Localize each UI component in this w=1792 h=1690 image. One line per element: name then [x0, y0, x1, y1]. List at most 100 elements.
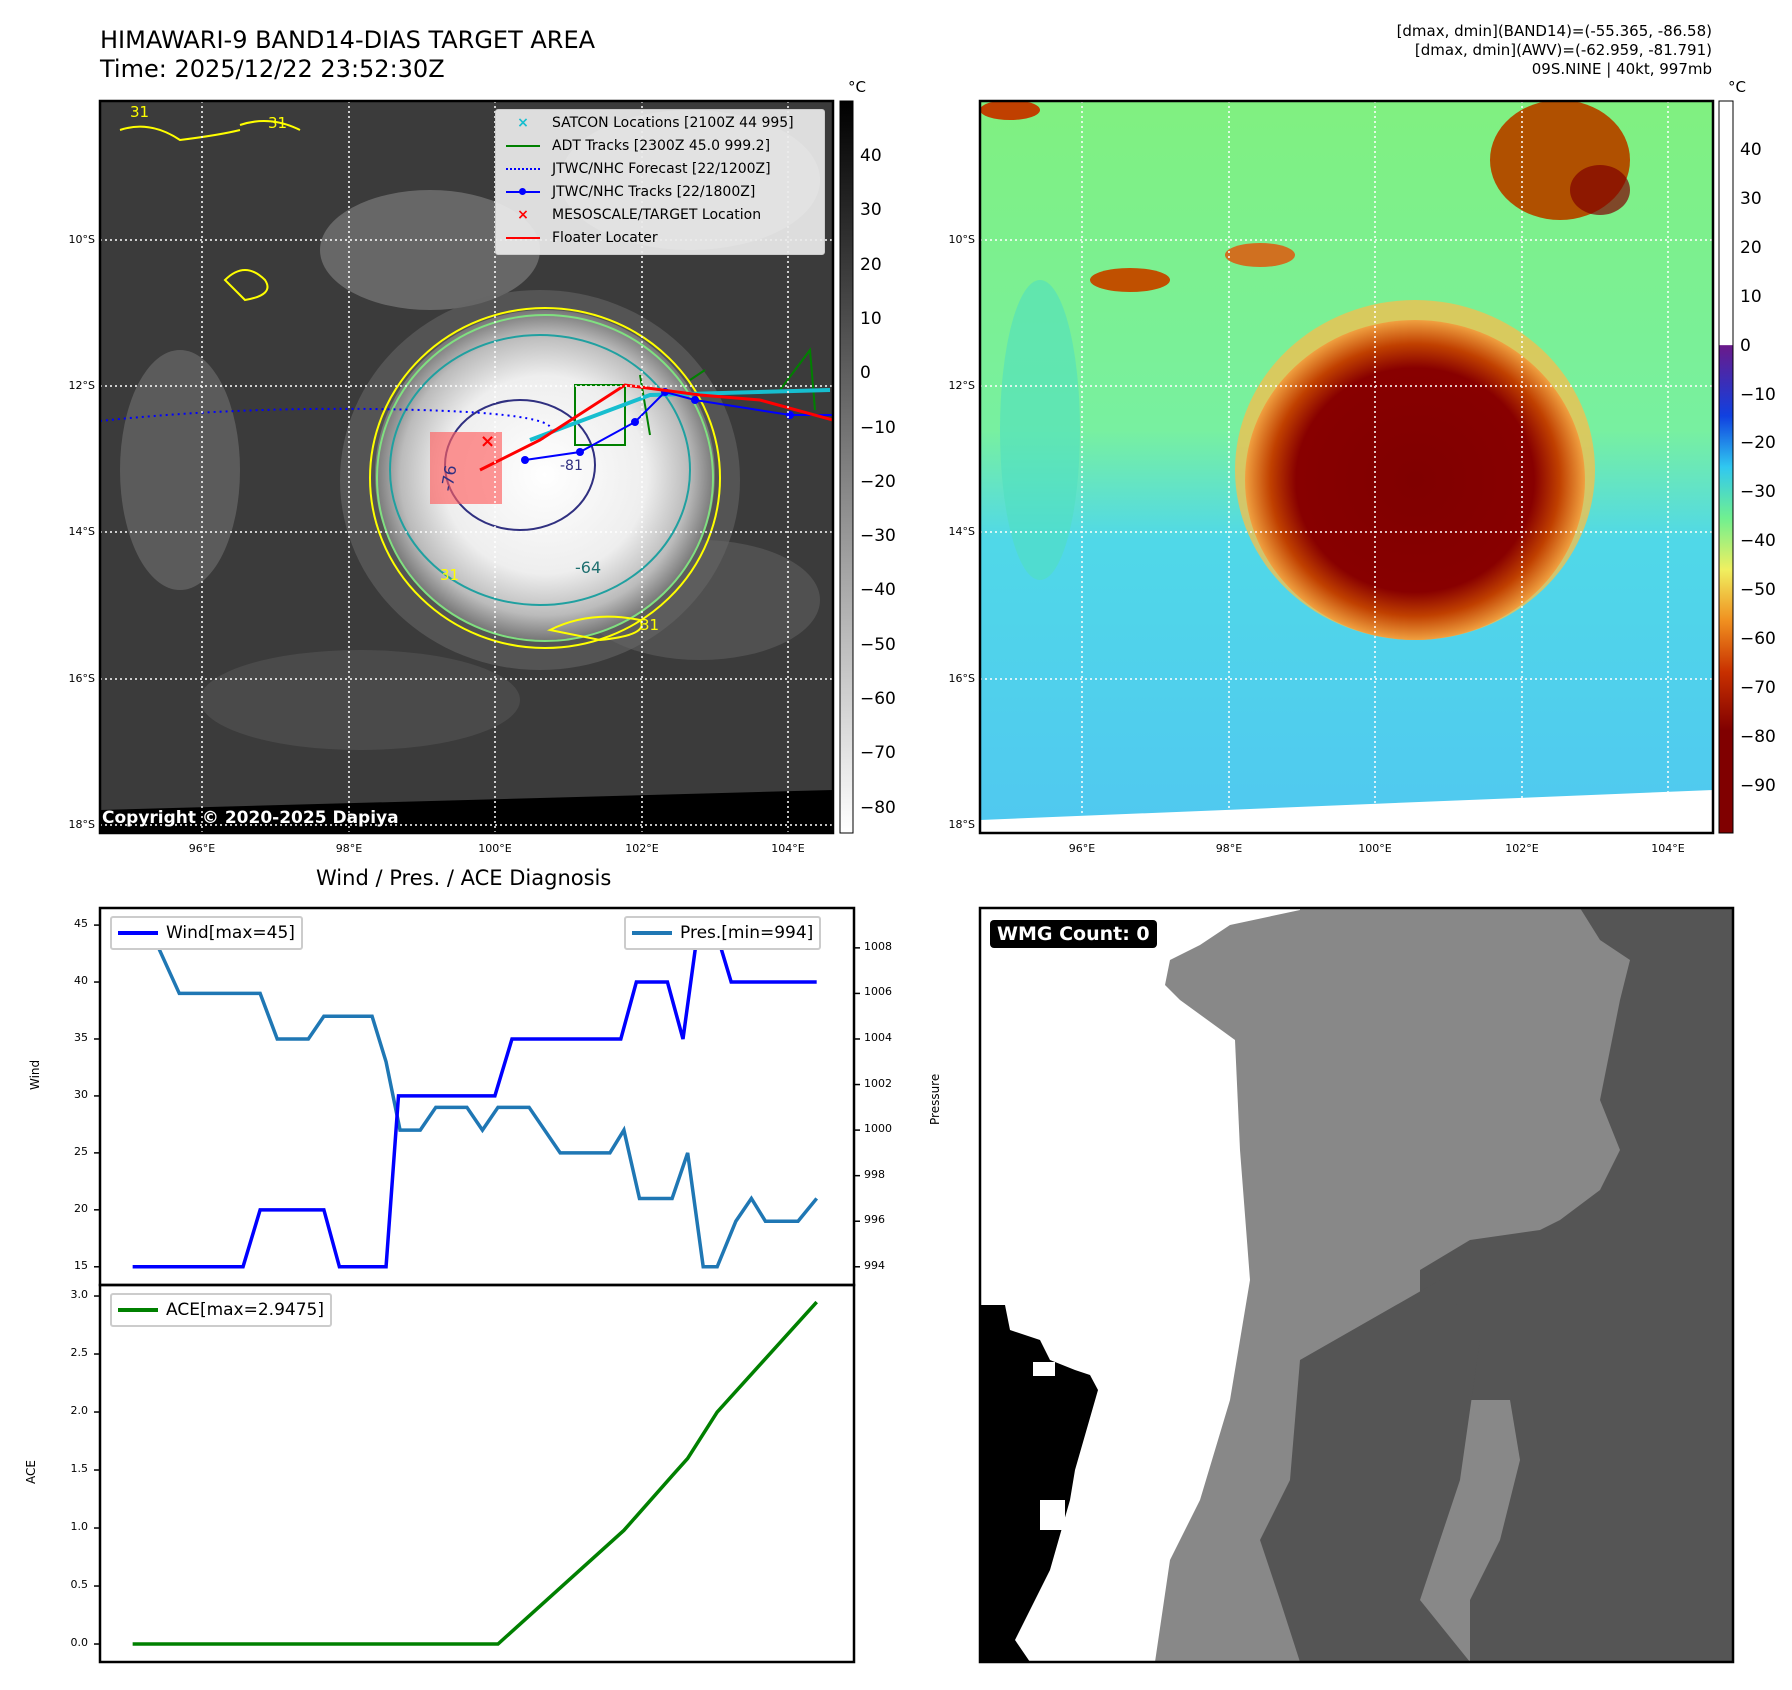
y-tick-label: 2.5: [70, 1346, 89, 1360]
dotted-line-icon: [502, 167, 544, 170]
lat-label: 16°S: [948, 672, 975, 685]
colorbar-tick: −20: [860, 471, 896, 492]
y2-tick-label: 1008: [864, 939, 892, 953]
band14-range: [dmax, dmin](BAND14)=(-55.365, -86.58): [1396, 22, 1712, 40]
satcon-track: [529, 388, 831, 442]
y-tick-label: 3.0: [70, 1288, 89, 1302]
wmg-panel: [980, 908, 1733, 1662]
y-tick-label: 25: [74, 1144, 88, 1158]
left-colorbar-unit: °C: [848, 78, 866, 96]
y2-tick-label: 996: [864, 1213, 885, 1227]
y-tick-label: 35: [74, 1030, 88, 1044]
series-line-ace: [132, 1300, 818, 1646]
y-tick-label: 1.5: [70, 1462, 89, 1476]
forecast-track: [100, 407, 553, 441]
y-tick-label: 0.0: [70, 1636, 89, 1650]
colorbar-tick: −80: [1740, 726, 1776, 747]
y-tick-label: 40: [74, 974, 88, 988]
legend-label: JTWC/NHC Forecast [22/1200Z]: [552, 160, 771, 177]
title-line-1: HIMAWARI-9 BAND14-DIAS TARGET AREA: [100, 26, 596, 54]
colorbar-tick: 0: [860, 363, 871, 384]
lon-label: 100°E: [1358, 842, 1392, 855]
pressure-axis-label: Pressure: [928, 1073, 942, 1125]
colorbar-tick: −30: [860, 526, 896, 547]
lat-label: 18°S: [68, 818, 95, 831]
colorbar-tick: −70: [1740, 677, 1776, 698]
lat-label: 14°S: [68, 525, 95, 538]
legend-item-jtwc: JTWC/NHC Tracks [22/1800Z]: [496, 180, 755, 203]
figure-title: HIMAWARI-9 BAND14-DIAS TARGET AREA Time: …: [100, 26, 595, 84]
left-colorbar: [839, 100, 854, 834]
contour-label: -64: [575, 558, 601, 577]
wind-axis-label: Wind: [28, 1059, 42, 1090]
lon-label: 104°E: [1651, 842, 1685, 855]
y2-tick-label: 1004: [864, 1030, 892, 1044]
lon-label: 98°E: [335, 842, 363, 855]
target-marker: ×: [480, 431, 495, 452]
wmg-count-badge: WMG Count: 0: [990, 920, 1157, 948]
colorbar-tick: −30: [1740, 482, 1776, 503]
legend-label: ACE[max=2.9475]: [166, 1300, 324, 1320]
contour-label: -76: [437, 464, 460, 493]
colorbar-tick: −80: [860, 797, 896, 818]
contour-label: 31: [440, 566, 459, 584]
colorbar-tick: 10: [1740, 286, 1762, 307]
colorbar-tick: −20: [1740, 433, 1776, 454]
legend-label: Floater Locater: [552, 229, 658, 246]
copyright-label: Copyright © 2020-2025 Dapiya: [102, 808, 399, 828]
awv-range: [dmax, dmin](AWV)=(-62.959, -81.791): [1414, 41, 1712, 59]
lon-label: 102°E: [625, 842, 659, 855]
lon-label: 98°E: [1215, 842, 1243, 855]
contour-label: -81: [560, 458, 583, 474]
legend-label: Wind[max=45]: [166, 923, 295, 943]
lat-label: 10°S: [68, 233, 95, 246]
target-area-box: [430, 432, 502, 504]
right-colorbar: [1718, 100, 1734, 834]
colorbar-tick: −10: [1740, 384, 1776, 405]
x-marker-icon: ×: [517, 114, 529, 131]
colorbar-tick: −10: [860, 417, 896, 438]
lat-label: 10°S: [948, 233, 975, 246]
title-timestamp: Time: 2025/12/22 23:52:30Z: [100, 55, 445, 83]
lon-label: 104°E: [771, 842, 805, 855]
legend-item-forecast: JTWC/NHC Forecast [22/1200Z]: [496, 157, 771, 180]
colorbar-tick: −70: [860, 743, 896, 764]
series-line-pres: [132, 923, 819, 1269]
y-tick-label: 30: [74, 1087, 88, 1101]
colorbar-tick: 10: [860, 308, 882, 329]
colorbar-tick: −60: [1740, 629, 1776, 649]
y2-tick-label: 1000: [864, 1122, 892, 1136]
ir-satellite-map: × -64 -76 -81 31 31 31 31: [100, 101, 833, 833]
legend-wind: Wind[max=45]: [110, 916, 303, 950]
lon-label: 102°E: [1505, 842, 1539, 855]
y2-tick-label: 998: [864, 1167, 885, 1181]
y-tick-label: 20: [74, 1201, 88, 1215]
awv-colored-map: [980, 101, 1713, 833]
colorbar-tick: −60: [860, 689, 896, 709]
lon-label: 100°E: [478, 842, 512, 855]
storm-summary: 09S.NINE | 40kt, 997mb: [1531, 60, 1712, 78]
colorbar-tick: −40: [1740, 531, 1776, 552]
lat-label: 12°S: [948, 379, 975, 392]
colorbar-tick: 0: [1740, 335, 1751, 356]
legend-label: Pres.[min=994]: [680, 923, 814, 943]
colorbar-tick: 30: [860, 200, 882, 221]
legend-item-adt: ADT Tracks [2300Z 45.0 999.2]: [496, 134, 770, 157]
y-tick-label: 0.5: [70, 1578, 89, 1592]
contour-label: 31: [640, 616, 659, 634]
legend-ace: ACE[max=2.9475]: [110, 1293, 332, 1327]
legend-label: ADT Tracks [2300Z 45.0 999.2]: [552, 137, 771, 154]
y2-tick-label: 994: [864, 1258, 885, 1272]
line-icon: [632, 931, 672, 935]
line-icon: [502, 144, 544, 147]
colorbar-tick: 40: [860, 146, 882, 166]
line-dot-icon: [502, 187, 544, 195]
floater-track: [479, 383, 833, 472]
colorbar-tick: −50: [860, 634, 896, 655]
colorbar-tick: 30: [1740, 188, 1762, 209]
line-icon: [118, 1308, 158, 1312]
legend-label: SATCON Locations [2100Z 44 995]: [552, 114, 794, 131]
legend-label: MESOSCALE/TARGET Location: [552, 206, 762, 223]
colorbar-tick: −50: [1740, 580, 1776, 601]
